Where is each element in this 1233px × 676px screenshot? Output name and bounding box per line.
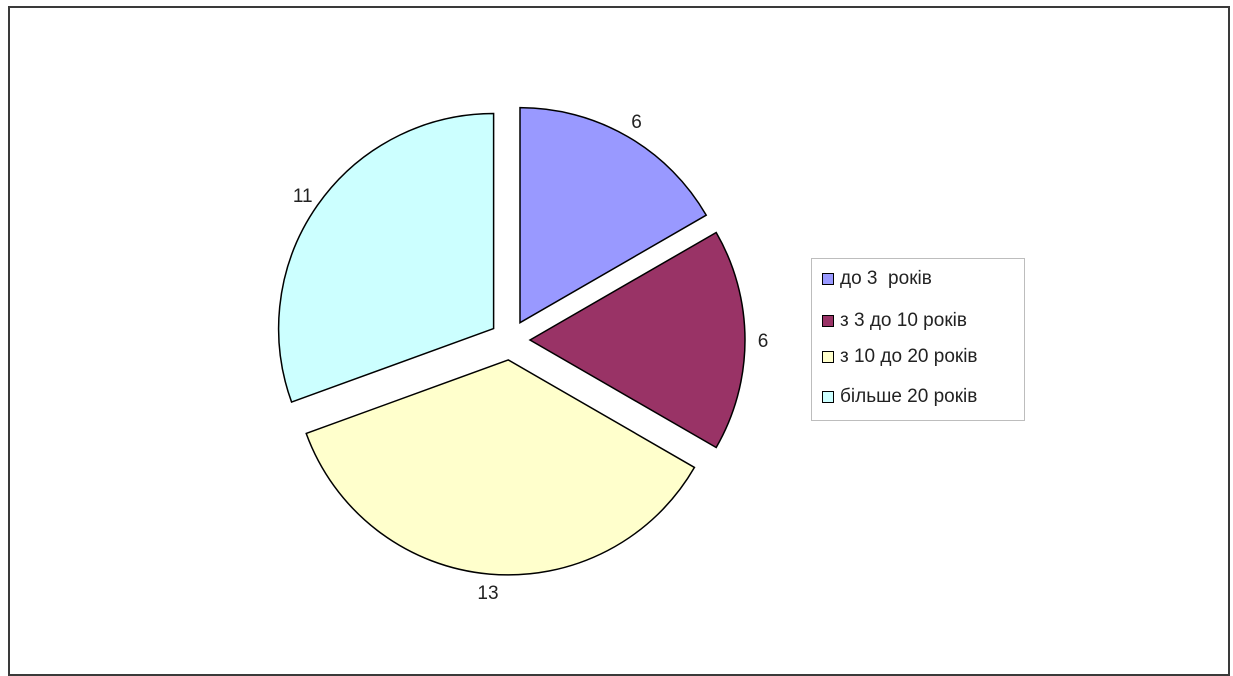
- legend-swatch: [822, 315, 834, 327]
- slice-10-to-20: [305, 359, 696, 576]
- legend-item-under-3: до 3 років: [822, 267, 932, 291]
- data-label-10-to-20: 13: [477, 583, 498, 604]
- legend-label: до 3 років: [840, 268, 932, 289]
- legend-label: з 10 до 20 років: [840, 346, 978, 367]
- data-label-under-3: 6: [631, 112, 642, 133]
- legend-swatch: [822, 351, 834, 363]
- slice-over-20: [277, 112, 495, 404]
- data-label-over-20: 11: [293, 186, 313, 207]
- legend-swatch: [822, 273, 834, 285]
- data-label-3-to-10: 6: [758, 331, 769, 352]
- slice-under-3: [519, 106, 708, 324]
- chart-legend: до 3 років з 3 до 10 років з 10 до 20 ро…: [811, 258, 1025, 421]
- legend-item-3-to-10: з 3 до 10 років: [822, 309, 967, 333]
- slice-3-to-10: [528, 231, 746, 449]
- legend-item-10-to-20: з 10 до 20 років: [822, 345, 978, 369]
- legend-item-over-20: більше 20 років: [822, 385, 977, 409]
- legend-label: з 3 до 10 років: [840, 310, 967, 331]
- legend-label: більше 20 років: [840, 386, 978, 407]
- legend-swatch: [822, 391, 834, 403]
